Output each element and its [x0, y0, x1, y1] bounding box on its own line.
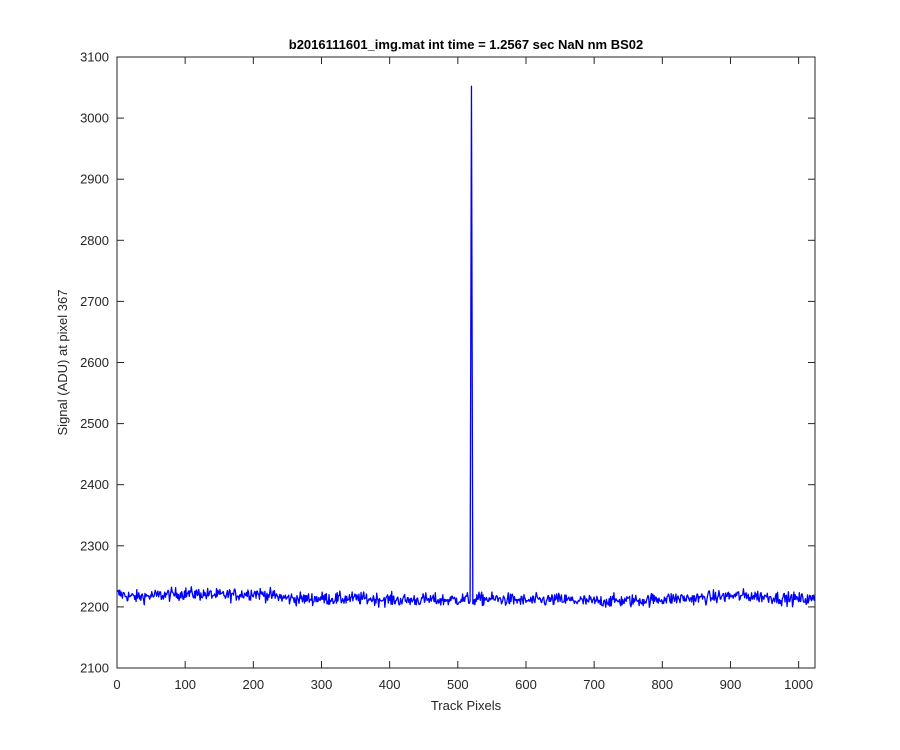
x-tick-label: 1000: [784, 677, 813, 692]
y-tick-label: 2300: [80, 538, 109, 553]
x-tick-label: 800: [651, 677, 673, 692]
y-axis: 2100 2200 2300 2400 2500 2600 2700 2800 2900 3000…: [80, 50, 815, 676]
x-axis: 0 100 200 300 400 500 600 700 800 900 1000: [113, 57, 813, 692]
y-tick-label: 2800: [80, 233, 109, 248]
y-tick-label: 3100: [80, 50, 109, 65]
plot-area: [117, 57, 815, 668]
y-tick-label: 3000: [80, 111, 109, 126]
x-tick-label: 300: [311, 677, 333, 692]
x-tick-label: 900: [720, 677, 742, 692]
y-tick-label: 2700: [80, 294, 109, 309]
y-tick-label: 2500: [80, 416, 109, 431]
y-tick-label: 2900: [80, 172, 109, 187]
x-tick-label: 500: [447, 677, 469, 692]
y-axis-label: Signal (ADU) at pixel 367: [55, 290, 70, 436]
y-tick-label: 2200: [80, 599, 109, 614]
x-tick-label: 0: [113, 677, 120, 692]
series-layer: [116, 85, 815, 608]
x-tick-label: 700: [583, 677, 605, 692]
chart-title: b2016111601_img.mat int time = 1.2567 se…: [289, 37, 643, 52]
signal-series-line: [116, 85, 815, 608]
x-tick-label: 600: [515, 677, 537, 692]
x-tick-label: 200: [242, 677, 264, 692]
x-axis-label: Track Pixels: [431, 698, 502, 713]
y-tick-label: 2100: [80, 661, 109, 676]
x-tick-label: 400: [379, 677, 401, 692]
y-tick-label: 2600: [80, 355, 109, 370]
y-tick-label: 2400: [80, 477, 109, 492]
x-tick-label: 100: [174, 677, 196, 692]
